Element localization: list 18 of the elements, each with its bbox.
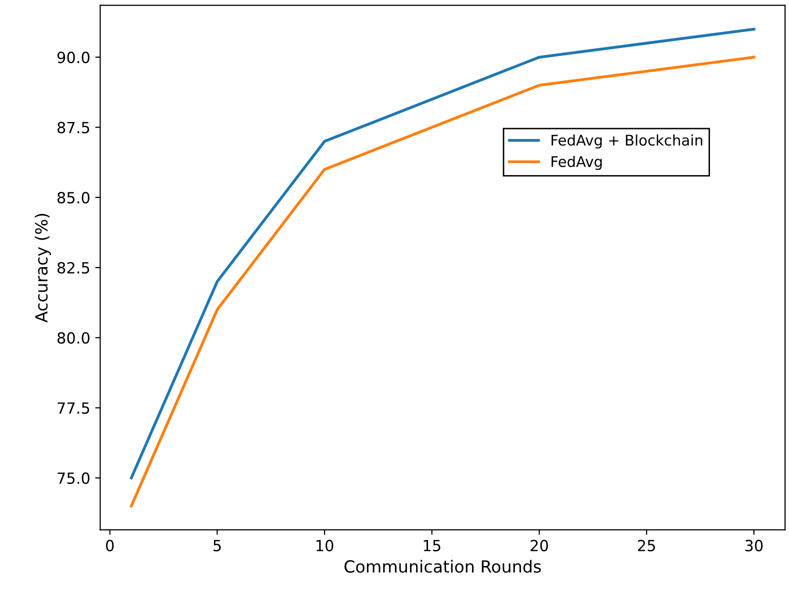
x-tick-label: 20 (530, 540, 548, 552)
y-tick-label: 90.0 (57, 52, 90, 64)
legend-label: FedAvg + Blockchain (552, 134, 702, 149)
legend-label: FedAvg (552, 156, 602, 170)
y-tick-label: 80.0 (58, 332, 90, 344)
y-tick-label: 85.0 (58, 192, 90, 204)
x-axis-title: Communication Rounds (344, 560, 541, 573)
x-tick-label: 0 (106, 540, 114, 552)
x-tick-label: 15 (424, 540, 440, 552)
y-tick-label: 75.0 (58, 472, 90, 484)
y-tick-label: 87.5 (58, 122, 90, 134)
x-tick-label: 25 (638, 540, 655, 552)
x-tick-label: 5 (214, 540, 221, 552)
y-axis-title: Accuracy (%) (34, 214, 51, 323)
x-tick-label: 30 (745, 540, 763, 552)
x-tick-label: 10 (316, 540, 334, 552)
y-tick-label: 82.5 (58, 262, 90, 274)
y-tick-label: 77.5 (58, 402, 90, 414)
